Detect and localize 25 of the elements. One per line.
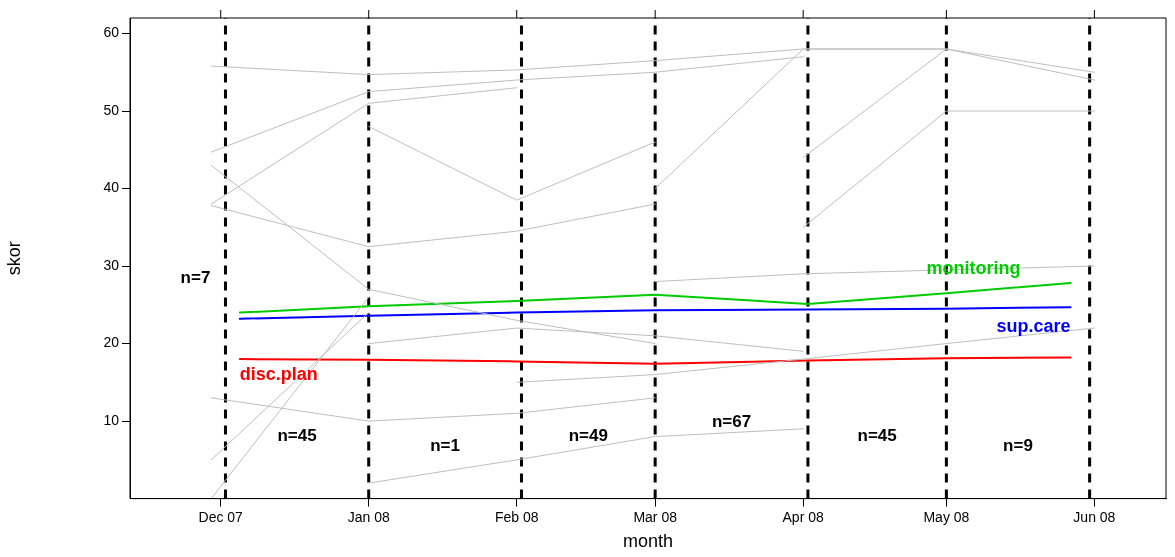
annotation: n=67	[711, 412, 752, 432]
annotation: n=7	[180, 268, 211, 288]
y-tick-label: 10	[103, 411, 120, 428]
x-tick-label: Apr 08	[782, 508, 824, 525]
y-tick-label: 30	[103, 256, 120, 273]
x-tick-label: Jan 08	[347, 508, 390, 525]
annotation: n=45	[277, 426, 317, 446]
series-label: monitoring	[926, 258, 1021, 279]
y-tick-label: 20	[103, 334, 120, 351]
annotation: n=45	[857, 426, 897, 446]
x-tick-label: Mar 08	[633, 508, 678, 525]
series-label: sup.care	[996, 316, 1071, 337]
x-tick-label: Dec 07	[198, 508, 244, 525]
x-axis-title: month	[622, 531, 674, 552]
y-tick-label: 60	[103, 24, 120, 41]
x-tick-label: Jun 08	[1073, 508, 1116, 525]
annotation: n=9	[1003, 436, 1033, 456]
x-tick-label: Feb 08	[494, 508, 539, 525]
x-tick-label: May 08	[923, 508, 970, 525]
y-tick-label: 50	[103, 101, 120, 118]
annotation: n=49	[568, 426, 608, 446]
y-tick-label: 40	[103, 179, 120, 196]
series-label: disc.plan	[239, 364, 318, 385]
annotation: n=1	[430, 436, 460, 456]
y-axis-title: skor	[3, 241, 24, 276]
